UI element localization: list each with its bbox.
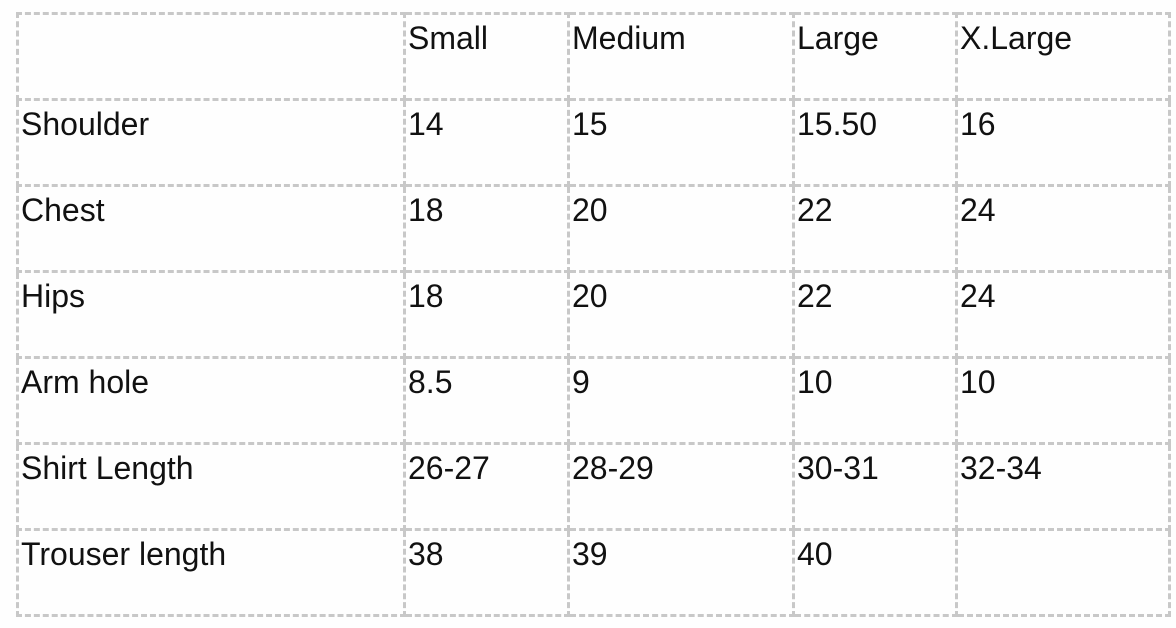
table-cell: 15.50 [792, 98, 958, 187]
table-row: Trouser length 38 39 40 [16, 528, 1171, 617]
column-header: Medium [567, 12, 795, 101]
table-cell: 18 [403, 184, 570, 273]
table-cell: 22 [792, 184, 958, 273]
size-chart-table: Small Medium Large X.Large Shoulder 14 15 15.50… [16, 12, 1171, 617]
column-header: Large [792, 12, 958, 101]
table-cell: 10 [792, 356, 958, 445]
table-cell: 20 [567, 270, 795, 359]
table-cell: 26-27 [403, 442, 570, 531]
table-cell: 8.5 [403, 356, 570, 445]
row-label: Trouser length [16, 528, 406, 617]
column-header [16, 12, 406, 101]
table-cell: 15 [567, 98, 795, 187]
table-cell: 22 [792, 270, 958, 359]
row-label: Shirt Length [16, 442, 406, 531]
table-cell: 16 [955, 98, 1171, 187]
table-cell: 24 [955, 270, 1171, 359]
table-cell: 28-29 [567, 442, 795, 531]
table-cell: 30-31 [792, 442, 958, 531]
table-cell: 18 [403, 270, 570, 359]
table-row: Shoulder 14 15 15.50 16 [16, 98, 1171, 187]
table-cell: 20 [567, 184, 795, 273]
column-header: Small [403, 12, 570, 101]
table-cell: 10 [955, 356, 1171, 445]
header-row: Small Medium Large X.Large [16, 12, 1171, 101]
table-cell: 9 [567, 356, 795, 445]
column-header: X.Large [955, 12, 1171, 101]
row-label: Shoulder [16, 98, 406, 187]
row-label: Arm hole [16, 356, 406, 445]
table-cell [955, 528, 1171, 617]
table-cell: 38 [403, 528, 570, 617]
table-row: Shirt Length 26-27 28-29 30-31 32-34 [16, 442, 1171, 531]
row-label: Hips [16, 270, 406, 359]
table-row: Arm hole 8.5 9 10 10 [16, 356, 1171, 445]
table-row: Chest 18 20 22 24 [16, 184, 1171, 273]
table-cell: 39 [567, 528, 795, 617]
table-row: Hips 18 20 22 24 [16, 270, 1171, 359]
table-cell: 32-34 [955, 442, 1171, 531]
row-label: Chest [16, 184, 406, 273]
table-cell: 40 [792, 528, 958, 617]
table-cell: 24 [955, 184, 1171, 273]
table-cell: 14 [403, 98, 570, 187]
